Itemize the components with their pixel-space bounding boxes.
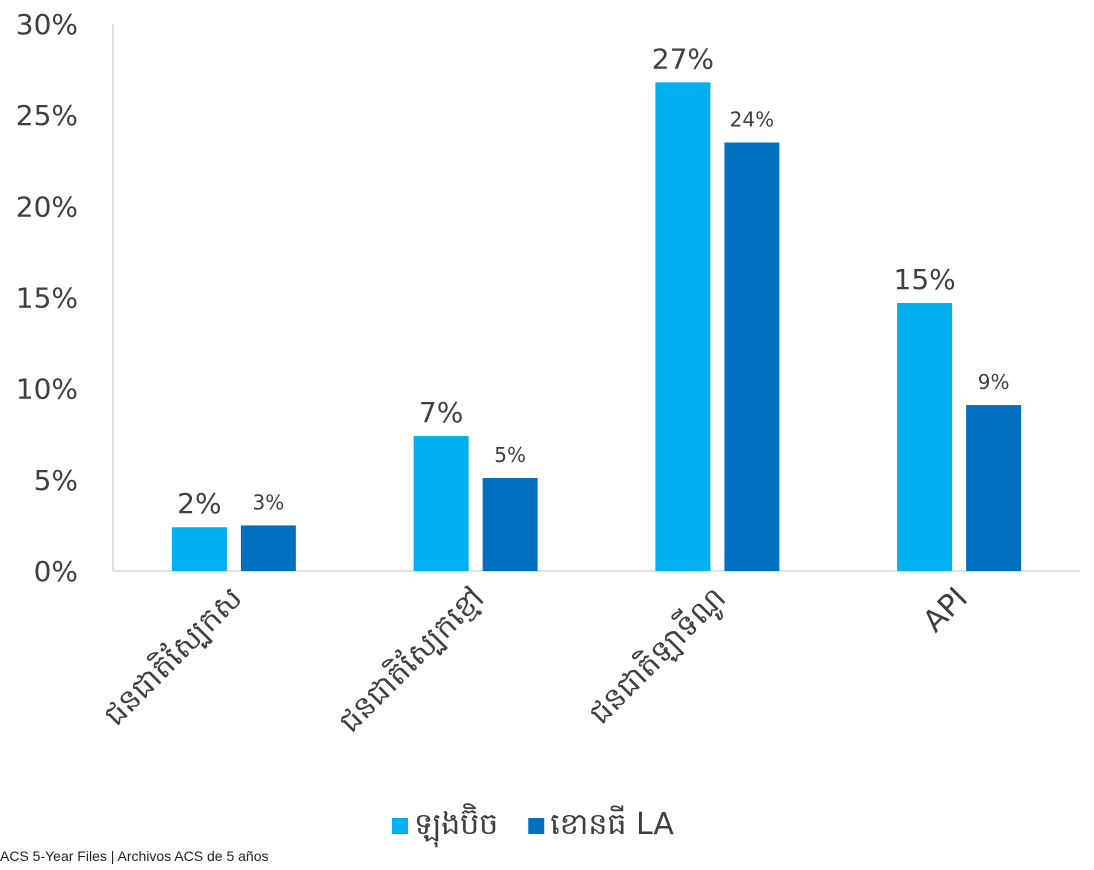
bar <box>897 302 953 571</box>
axes: 0% 5% 10% 15% 20% 25% 30% <box>16 8 1080 588</box>
data-label: 5% <box>494 443 526 467</box>
data-label: 24% <box>730 108 774 132</box>
bar <box>482 478 538 571</box>
data-label: 27% <box>652 42 714 75</box>
bar <box>240 525 296 571</box>
y-tick-label: 25% <box>16 99 78 132</box>
legend: ឡុងប៊ិច ខោនធី LA <box>392 803 674 848</box>
y-tick-label: 10% <box>16 373 78 406</box>
y-tick-label: 30% <box>16 8 78 41</box>
data-label: 9% <box>978 370 1010 394</box>
x-tick-label: ជនជាតិស្បែកខ្មៅ <box>331 579 491 739</box>
legend-swatch <box>528 818 545 834</box>
x-tick-label: ជនជាតិឡាទីណូ <box>581 579 734 732</box>
data-label: 3% <box>253 490 285 514</box>
data-labels: 2% 3% 7% 5% 27% 24% 15% 9% <box>177 42 1009 520</box>
bar <box>413 436 469 571</box>
data-label: 2% <box>177 487 221 520</box>
bar <box>171 527 227 571</box>
data-label: 15% <box>894 263 956 296</box>
data-label: 7% <box>419 396 463 429</box>
x-tick-label: ជនជាតិស្បែកស <box>96 579 250 733</box>
x-tick-label: API <box>916 581 974 639</box>
bars <box>171 82 1022 571</box>
legend-label: ឡុងប៊ិច <box>414 803 498 848</box>
legend-label: ខោនធី LA <box>550 805 674 842</box>
y-tick-label: 15% <box>16 282 78 315</box>
bar <box>724 142 780 571</box>
bar <box>655 82 711 571</box>
x-tick-labels: ជនជាតិស្បែកស ជនជាតិស្បែកខ្មៅ ជនជាតិឡាទីណូ A… <box>96 579 975 739</box>
legend-swatch <box>392 818 408 834</box>
bar <box>966 405 1022 571</box>
y-tick-label: 0% <box>34 555 78 588</box>
y-tick-label: 20% <box>16 190 78 223</box>
source-note: ACS 5-Year Files | Archivos ACS de 5 año… <box>0 848 269 864</box>
y-tick-label: 5% <box>34 464 78 497</box>
